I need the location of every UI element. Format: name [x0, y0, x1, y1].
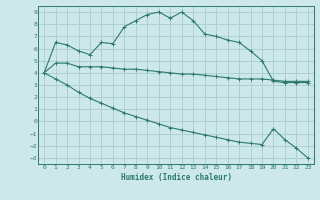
X-axis label: Humidex (Indice chaleur): Humidex (Indice chaleur): [121, 173, 231, 182]
